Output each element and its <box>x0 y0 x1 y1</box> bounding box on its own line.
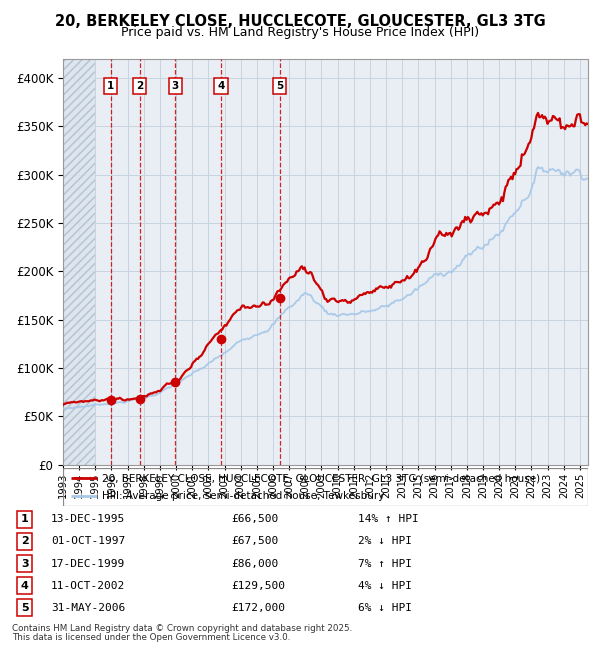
Text: 2: 2 <box>21 536 29 547</box>
Text: 2: 2 <box>136 81 143 90</box>
Text: Contains HM Land Registry data © Crown copyright and database right 2025.: Contains HM Land Registry data © Crown c… <box>12 624 352 633</box>
Text: 4: 4 <box>217 81 224 90</box>
Text: 5: 5 <box>276 81 283 90</box>
Text: 3: 3 <box>21 558 28 569</box>
Text: Price paid vs. HM Land Registry's House Price Index (HPI): Price paid vs. HM Land Registry's House … <box>121 26 479 39</box>
Text: 7% ↑ HPI: 7% ↑ HPI <box>358 558 412 569</box>
Text: 01-OCT-1997: 01-OCT-1997 <box>51 536 125 547</box>
Text: £172,000: £172,000 <box>231 603 285 613</box>
Text: 6% ↓ HPI: 6% ↓ HPI <box>358 603 412 613</box>
Text: £66,500: £66,500 <box>231 514 278 525</box>
Text: 4% ↓ HPI: 4% ↓ HPI <box>358 580 412 591</box>
Bar <box>63 58 95 465</box>
Text: 2% ↓ HPI: 2% ↓ HPI <box>358 536 412 547</box>
Text: 13-DEC-1995: 13-DEC-1995 <box>51 514 125 525</box>
Text: 17-DEC-1999: 17-DEC-1999 <box>51 558 125 569</box>
Text: 3: 3 <box>172 81 179 90</box>
Text: £86,000: £86,000 <box>231 558 278 569</box>
Text: HPI: Average price, semi-detached house, Tewkesbury: HPI: Average price, semi-detached house,… <box>103 491 385 500</box>
Text: 20, BERKELEY CLOSE, HUCCLECOTE, GLOUCESTER, GL3 3TG: 20, BERKELEY CLOSE, HUCCLECOTE, GLOUCEST… <box>55 14 545 29</box>
Text: 5: 5 <box>21 603 28 613</box>
Text: 11-OCT-2002: 11-OCT-2002 <box>51 580 125 591</box>
Text: 4: 4 <box>21 580 29 591</box>
Text: 31-MAY-2006: 31-MAY-2006 <box>51 603 125 613</box>
Text: This data is licensed under the Open Government Licence v3.0.: This data is licensed under the Open Gov… <box>12 633 290 642</box>
Text: £67,500: £67,500 <box>231 536 278 547</box>
Text: 1: 1 <box>21 514 29 525</box>
Text: 14% ↑ HPI: 14% ↑ HPI <box>358 514 418 525</box>
Text: 1: 1 <box>107 81 114 90</box>
Text: 20, BERKELEY CLOSE, HUCCLECOTE, GLOUCESTER, GL3 3TG (semi-detached house): 20, BERKELEY CLOSE, HUCCLECOTE, GLOUCEST… <box>103 473 541 483</box>
Text: £129,500: £129,500 <box>231 580 285 591</box>
